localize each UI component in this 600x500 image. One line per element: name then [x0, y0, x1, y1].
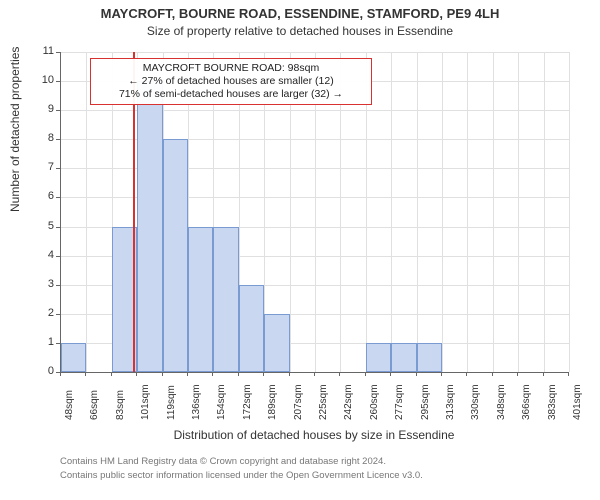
x-tick-label: 66sqm [89, 390, 100, 420]
x-tick-mark [517, 372, 518, 376]
x-tick-label: 119sqm [166, 385, 177, 420]
y-tick-label: 7 [14, 161, 54, 173]
annotation-line: ← 27% of detached houses are smaller (12… [97, 75, 365, 88]
gridline-v [544, 52, 545, 372]
footer-line-2: Contains public sector information licen… [60, 470, 568, 481]
x-tick-mark [162, 372, 163, 376]
y-tick-label: 10 [14, 74, 54, 86]
y-tick-mark [56, 139, 60, 140]
x-tick-mark [111, 372, 112, 376]
gridline-v [518, 52, 519, 372]
x-tick-mark [416, 372, 417, 376]
x-tick-label: 366sqm [521, 384, 532, 420]
x-tick-label: 330sqm [470, 384, 481, 420]
y-tick-label: 4 [14, 249, 54, 261]
gridline-v [417, 52, 418, 372]
x-tick-label: 383sqm [547, 384, 558, 420]
histogram-bar [163, 139, 188, 372]
gridline-v [86, 52, 87, 372]
y-tick-label: 0 [14, 365, 54, 377]
x-tick-mark [289, 372, 290, 376]
histogram-bar [417, 343, 442, 372]
y-tick-mark [56, 52, 60, 53]
x-tick-label: 260sqm [369, 384, 380, 420]
x-axis-label: Distribution of detached houses by size … [60, 428, 568, 442]
annotation-line: 71% of semi-detached houses are larger (… [97, 88, 365, 101]
y-tick-mark [56, 256, 60, 257]
x-tick-label: 136sqm [191, 384, 202, 420]
x-tick-mark [441, 372, 442, 376]
x-tick-label: 348sqm [496, 384, 507, 420]
gridline-v [493, 52, 494, 372]
histogram-bar [137, 81, 162, 372]
y-tick-label: 2 [14, 307, 54, 319]
chart-subtitle: Size of property relative to detached ho… [0, 24, 600, 38]
y-tick-mark [56, 285, 60, 286]
gridline-v [467, 52, 468, 372]
histogram-bar [188, 227, 213, 372]
y-tick-mark [56, 343, 60, 344]
x-tick-mark [466, 372, 467, 376]
gridline-v [391, 52, 392, 372]
x-tick-label: 277sqm [394, 384, 405, 420]
x-tick-label: 295sqm [420, 384, 431, 420]
y-tick-mark [56, 81, 60, 82]
x-tick-label: 225sqm [318, 384, 329, 420]
y-tick-label: 11 [14, 45, 54, 57]
annotation-box: MAYCROFT BOURNE ROAD: 98sqm← 27% of deta… [90, 58, 372, 105]
x-tick-mark [85, 372, 86, 376]
y-tick-label: 1 [14, 336, 54, 348]
chart-title: MAYCROFT, BOURNE ROAD, ESSENDINE, STAMFO… [0, 6, 600, 21]
histogram-bar [213, 227, 238, 372]
x-tick-mark [314, 372, 315, 376]
x-tick-mark [365, 372, 366, 376]
x-tick-label: 207sqm [293, 384, 304, 420]
x-tick-mark [238, 372, 239, 376]
histogram-bar [366, 343, 391, 372]
x-tick-label: 189sqm [267, 384, 278, 420]
x-tick-mark [212, 372, 213, 376]
y-tick-label: 8 [14, 132, 54, 144]
x-tick-mark [390, 372, 391, 376]
gridline-v [569, 52, 570, 372]
y-tick-label: 6 [14, 190, 54, 202]
histogram-bar [61, 343, 86, 372]
x-tick-mark [187, 372, 188, 376]
histogram-bar [239, 285, 264, 372]
x-tick-label: 401sqm [572, 384, 583, 420]
footer-line-1: Contains HM Land Registry data © Crown c… [60, 456, 568, 467]
x-tick-mark [60, 372, 61, 376]
x-tick-label: 83sqm [115, 390, 126, 420]
x-tick-mark [263, 372, 264, 376]
x-tick-label: 313sqm [445, 384, 456, 420]
histogram-bar [391, 343, 416, 372]
annotation-line: MAYCROFT BOURNE ROAD: 98sqm [97, 62, 365, 75]
y-tick-label: 9 [14, 103, 54, 115]
x-tick-mark [136, 372, 137, 376]
y-tick-mark [56, 110, 60, 111]
x-tick-label: 154sqm [216, 384, 227, 420]
x-tick-label: 242sqm [343, 384, 354, 420]
gridline-v [442, 52, 443, 372]
x-tick-label: 48sqm [64, 390, 75, 420]
x-tick-mark [492, 372, 493, 376]
y-tick-label: 3 [14, 278, 54, 290]
x-tick-label: 101sqm [140, 384, 151, 420]
x-tick-mark [568, 372, 569, 376]
x-tick-label: 172sqm [242, 384, 253, 420]
histogram-bar [264, 314, 289, 372]
x-tick-mark [543, 372, 544, 376]
y-tick-mark [56, 314, 60, 315]
y-tick-label: 5 [14, 220, 54, 232]
y-tick-mark [56, 168, 60, 169]
y-axis-label: Number of detached properties [8, 47, 22, 212]
y-tick-mark [56, 197, 60, 198]
y-tick-mark [56, 227, 60, 228]
x-tick-mark [339, 372, 340, 376]
